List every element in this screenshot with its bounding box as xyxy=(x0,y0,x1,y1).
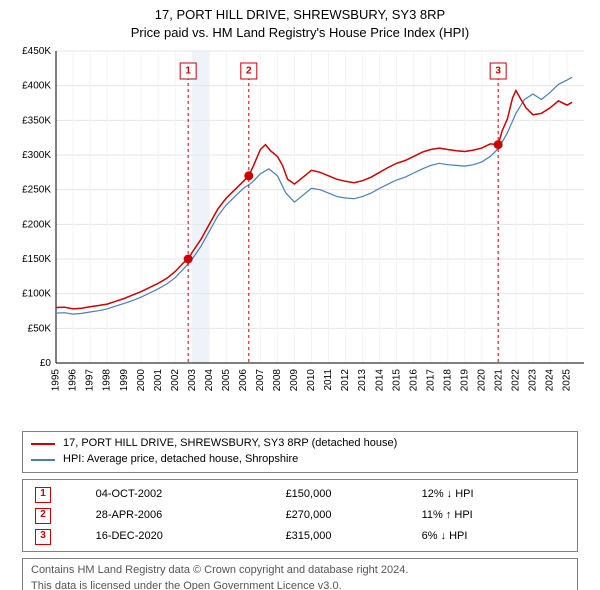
svg-text:3: 3 xyxy=(495,66,501,77)
svg-text:2018: 2018 xyxy=(442,369,453,392)
svg-text:2014: 2014 xyxy=(374,369,385,392)
svg-text:2023: 2023 xyxy=(528,369,539,392)
svg-text:2009: 2009 xyxy=(289,369,300,392)
footer-line: This data is licensed under the Open Gov… xyxy=(31,579,569,590)
event-price: £270,000 xyxy=(282,505,418,526)
svg-text:£450K: £450K xyxy=(22,46,51,57)
svg-text:£200K: £200K xyxy=(22,219,51,230)
svg-text:1997: 1997 xyxy=(85,369,96,392)
legend-label: HPI: Average price, detached house, Shro… xyxy=(63,452,298,468)
event-date: 16-DEC-2020 xyxy=(92,526,282,547)
svg-text:2012: 2012 xyxy=(340,369,351,392)
event-marker-icon: 1 xyxy=(35,487,51,503)
event-row: 1 04-OCT-2002 £150,000 12% ↓ HPI xyxy=(31,484,569,505)
legend-events: 1 04-OCT-2002 £150,000 12% ↓ HPI 2 28-AP… xyxy=(22,479,578,552)
legend-swatch-red xyxy=(31,443,55,445)
svg-text:£300K: £300K xyxy=(22,150,51,161)
legend-row: 17, PORT HILL DRIVE, SHREWSBURY, SY3 8RP… xyxy=(31,436,569,452)
svg-text:2000: 2000 xyxy=(136,369,147,392)
svg-text:2016: 2016 xyxy=(408,369,419,392)
chart-document: 17, PORT HILL DRIVE, SHREWSBURY, SY3 8RP… xyxy=(0,0,600,590)
event-price: £315,000 xyxy=(282,526,418,547)
svg-text:2013: 2013 xyxy=(357,369,368,392)
svg-text:2001: 2001 xyxy=(153,369,164,392)
svg-text:2010: 2010 xyxy=(306,369,317,392)
svg-text:2002: 2002 xyxy=(170,369,181,392)
svg-text:1999: 1999 xyxy=(119,369,130,392)
event-date: 28-APR-2006 xyxy=(92,505,282,526)
svg-text:£150K: £150K xyxy=(22,254,51,265)
event-row: 2 28-APR-2006 £270,000 11% ↑ HPI xyxy=(31,505,569,526)
footer-attribution: Contains HM Land Registry data © Crown c… xyxy=(22,558,578,590)
svg-text:2: 2 xyxy=(246,66,252,77)
svg-text:1995: 1995 xyxy=(51,369,62,392)
chart-svg: £0 £50K £100K £150K £200K £250K £300K £350K £400… xyxy=(10,45,590,425)
event-delta: 6% ↓ HPI xyxy=(418,526,569,547)
chart-area: £0 £50K £100K £150K £200K £250K £300K £350K £400… xyxy=(10,45,590,425)
event-price: £150,000 xyxy=(282,484,418,505)
event-delta: 12% ↓ HPI xyxy=(418,484,569,505)
event-marker-icon: 3 xyxy=(35,529,51,545)
legend-container: 17, PORT HILL DRIVE, SHREWSBURY, SY3 8RP… xyxy=(22,431,578,590)
event-row: 3 16-DEC-2020 £315,000 6% ↓ HPI xyxy=(31,526,569,547)
svg-text:£400K: £400K xyxy=(22,81,51,92)
svg-text:2008: 2008 xyxy=(272,369,283,392)
svg-text:2003: 2003 xyxy=(187,369,198,392)
svg-text:2011: 2011 xyxy=(323,369,334,391)
svg-text:£350K: £350K xyxy=(22,115,51,126)
svg-text:£100K: £100K xyxy=(22,289,51,300)
svg-text:1996: 1996 xyxy=(68,369,79,392)
legend-swatch-blue xyxy=(31,459,55,461)
footer-line: Contains HM Land Registry data © Crown c… xyxy=(31,563,569,579)
svg-text:2021: 2021 xyxy=(493,369,504,392)
svg-text:2019: 2019 xyxy=(459,369,470,392)
svg-text:1: 1 xyxy=(185,66,191,77)
legend-series: 17, PORT HILL DRIVE, SHREWSBURY, SY3 8RP… xyxy=(22,431,578,473)
event-delta: 11% ↑ HPI xyxy=(418,505,569,526)
svg-text:2025: 2025 xyxy=(562,369,573,392)
event-marker-icon: 2 xyxy=(35,508,51,524)
svg-text:2017: 2017 xyxy=(425,369,436,392)
svg-text:£50K: £50K xyxy=(28,323,52,334)
legend-row: HPI: Average price, detached house, Shro… xyxy=(31,452,569,468)
legend-label: 17, PORT HILL DRIVE, SHREWSBURY, SY3 8RP… xyxy=(63,436,397,452)
svg-text:2004: 2004 xyxy=(204,369,215,392)
svg-text:2022: 2022 xyxy=(511,369,522,392)
chart-subtitle: Price paid vs. HM Land Registry's House … xyxy=(10,24,590,42)
svg-text:£250K: £250K xyxy=(22,185,51,196)
event-date: 04-OCT-2002 xyxy=(92,484,282,505)
svg-text:2015: 2015 xyxy=(391,369,402,392)
svg-text:1998: 1998 xyxy=(102,369,113,392)
svg-text:£0: £0 xyxy=(40,358,52,369)
svg-text:2006: 2006 xyxy=(238,369,249,392)
chart-title: 17, PORT HILL DRIVE, SHREWSBURY, SY3 8RP xyxy=(10,6,590,24)
svg-text:2005: 2005 xyxy=(221,369,232,392)
svg-text:2024: 2024 xyxy=(545,369,556,392)
svg-text:2020: 2020 xyxy=(476,369,487,392)
svg-text:2007: 2007 xyxy=(255,369,266,392)
